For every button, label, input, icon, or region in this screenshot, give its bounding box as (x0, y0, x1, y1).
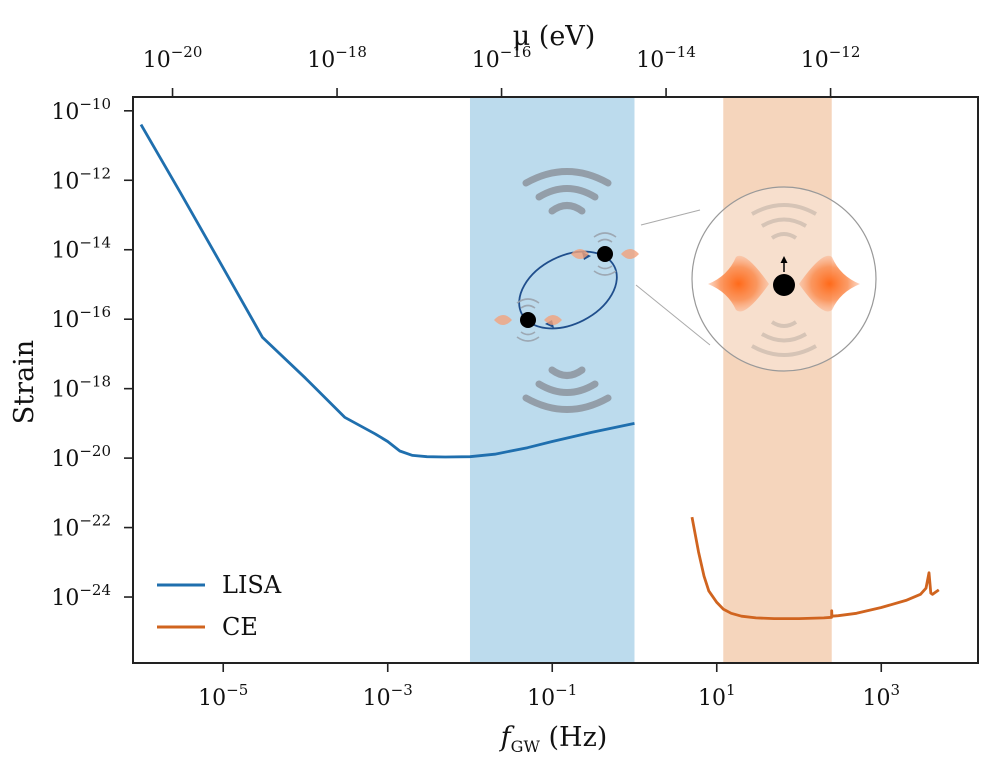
y-tick-label: 10−22 (51, 512, 111, 542)
y-axis: 10−10 10−12 10−14 10−16 10−18 10−20 10−22 10−24 (51, 95, 133, 611)
x-tick-label: 10−1 (527, 681, 577, 711)
x-tick-label: 101 (698, 681, 736, 711)
zoom-wave-arcs (751, 203, 817, 357)
plot-frame (132, 96, 979, 664)
binary-illustration (494, 168, 639, 413)
gravitational-wave-arcs-bottom (522, 366, 612, 413)
small-wave-arcs (516, 232, 617, 342)
y-tick-label: 10−10 (51, 95, 111, 125)
cloud-top (571, 249, 639, 259)
black-hole-bottom (520, 312, 536, 328)
series-line-lisa (139, 123, 635, 459)
top-tick-label: 10−16 (472, 43, 532, 73)
y-tick-label: 10−20 (51, 442, 111, 472)
y-tick-label: 10−16 (51, 303, 111, 333)
gravitational-wave-arcs-top (522, 168, 612, 215)
y-tick-label: 10−18 (51, 373, 111, 403)
zoom-black-hole (773, 274, 795, 296)
top-tick-label: 10−12 (801, 43, 861, 73)
y-tick-label: 10−14 (51, 234, 111, 264)
top-x-axis-label: μ (eV) (513, 21, 596, 52)
top-tick-label: 10−14 (636, 43, 696, 73)
legend-label-lisa: LISA (222, 571, 282, 599)
zoom-cloud-left (708, 255, 769, 312)
zoom-line-bottom (635, 284, 711, 346)
legend: LISA CE (157, 571, 282, 641)
x-tick-label: 10−3 (363, 681, 413, 711)
ce-band (723, 97, 832, 663)
x-axis: 10−5 10−3 10−1 101 103 (198, 663, 900, 711)
plot-area (139, 97, 940, 663)
orbit-ellipse (518, 250, 618, 330)
y-tick-label: 10−12 (51, 164, 111, 194)
black-hole-top (597, 246, 613, 262)
top-x-axis: 10−20 10−18 10−16 10−14 10−12 (143, 43, 861, 97)
top-tick-label: 10−18 (307, 43, 367, 73)
legend-label-ce: CE (222, 613, 258, 641)
top-tick-label: 10−20 (143, 43, 203, 73)
cloud-bottom (494, 315, 562, 325)
zoom-line-top (640, 209, 701, 226)
zoom-inset (635, 186, 877, 372)
zoom-cloud-right (799, 255, 860, 312)
y-tick-label: 10−24 (51, 581, 111, 611)
y-axis-label: Strain (9, 340, 40, 424)
x-tick-label: 10−5 (198, 681, 248, 711)
x-axis-label: fGW (Hz) (499, 722, 608, 756)
x-tick-label: 103 (862, 681, 900, 711)
series-line-ce (690, 516, 940, 620)
spin-arrow-head (780, 256, 788, 263)
